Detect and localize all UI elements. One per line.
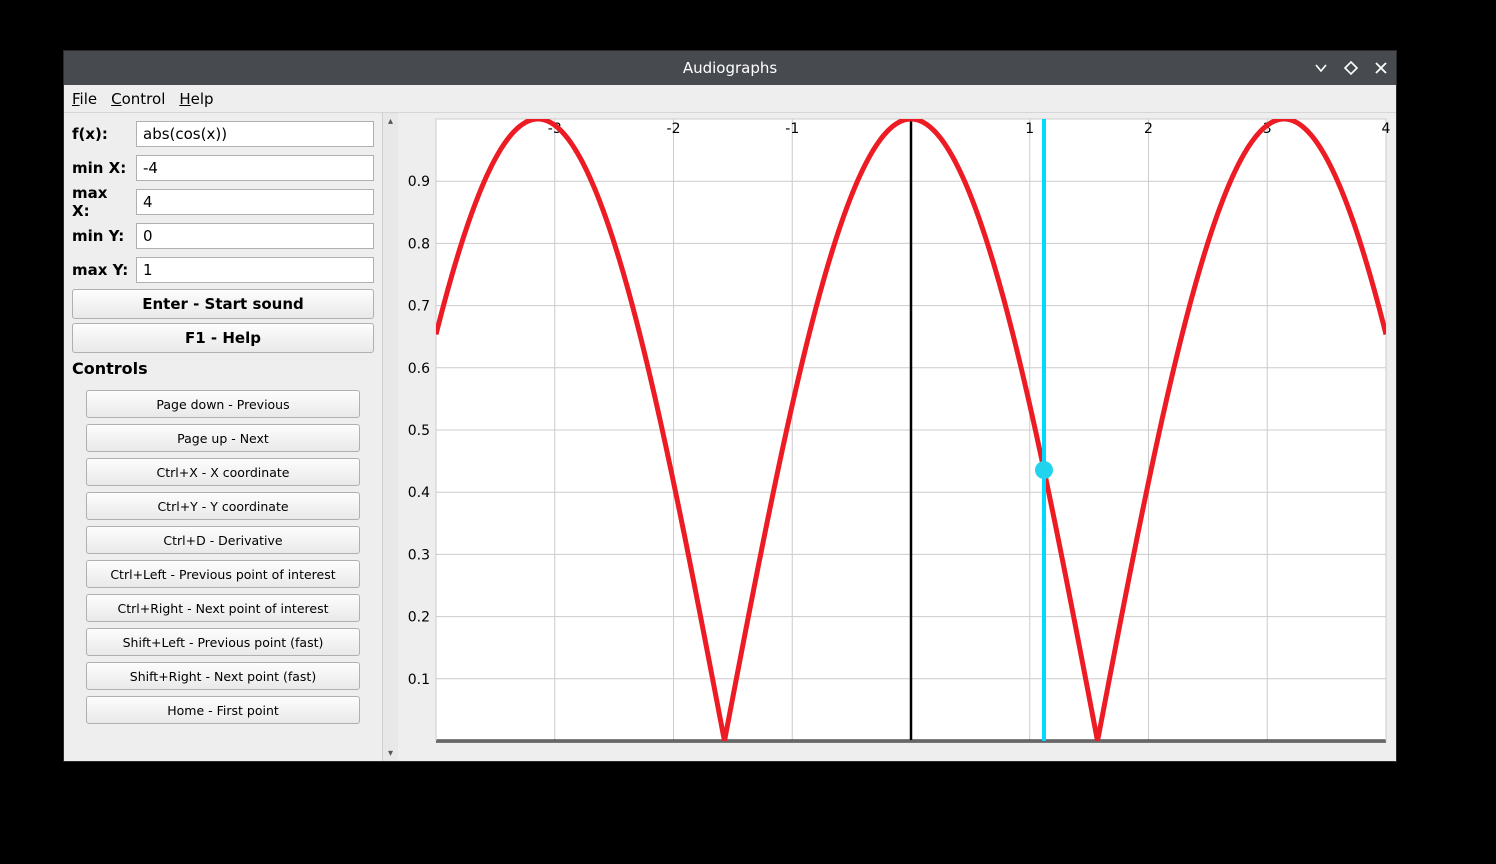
controls-list: Page down - Previous Page up - Next Ctrl+X… xyxy=(72,384,374,724)
app-window: Audiographs File Control Help f(x): xyxy=(63,50,1397,762)
titlebar: Audiographs xyxy=(64,51,1396,85)
control-button-4[interactable]: Ctrl+D - Derivative xyxy=(86,526,360,554)
control-button-2[interactable]: Ctrl+X - X coordinate xyxy=(86,458,360,486)
maxx-input[interactable] xyxy=(136,189,374,215)
control-button-3[interactable]: Ctrl+Y - Y coordinate xyxy=(86,492,360,520)
menubar: File Control Help xyxy=(64,85,1396,113)
svg-text:0.8: 0.8 xyxy=(408,236,430,252)
control-button-9[interactable]: Home - First point xyxy=(86,696,360,724)
minx-row: min X: xyxy=(72,153,374,183)
content-area: f(x): min X: max X: min Y: max Y: xyxy=(64,113,1396,761)
minx-label: min X: xyxy=(72,159,130,177)
fx-input[interactable] xyxy=(136,121,374,147)
miny-row: min Y: xyxy=(72,221,374,251)
svg-text:0.7: 0.7 xyxy=(408,299,430,315)
control-button-8[interactable]: Shift+Right - Next point (fast) xyxy=(86,662,360,690)
svg-text:0.6: 0.6 xyxy=(408,361,430,377)
sidebar-container: f(x): min X: max X: min Y: max Y: xyxy=(64,113,398,761)
menu-help[interactable]: Help xyxy=(179,90,213,108)
control-button-6[interactable]: Ctrl+Right - Next point of interest xyxy=(86,594,360,622)
window-title: Audiographs xyxy=(64,59,1396,77)
miny-input[interactable] xyxy=(136,223,374,249)
chart-area: -3-2-112340.10.20.30.40.50.60.70.80.9 xyxy=(398,113,1396,761)
menu-control[interactable]: Control xyxy=(111,90,165,108)
control-button-0[interactable]: Page down - Previous xyxy=(86,390,360,418)
sidebar: f(x): min X: max X: min Y: max Y: xyxy=(64,113,382,761)
svg-text:0.1: 0.1 xyxy=(408,672,430,688)
svg-text:1: 1 xyxy=(1025,121,1034,137)
close-icon[interactable] xyxy=(1374,61,1388,75)
maxx-row: max X: xyxy=(72,187,374,217)
maximize-icon[interactable] xyxy=(1344,61,1358,75)
maxy-input[interactable] xyxy=(136,257,374,283)
control-button-1[interactable]: Page up - Next xyxy=(86,424,360,452)
svg-text:0.3: 0.3 xyxy=(408,547,430,563)
minimize-icon[interactable] xyxy=(1314,61,1328,75)
control-button-5[interactable]: Ctrl+Left - Previous point of interest xyxy=(86,560,360,588)
svg-text:0.9: 0.9 xyxy=(408,174,430,190)
window-controls xyxy=(1314,61,1388,75)
maxy-label: max Y: xyxy=(72,261,130,279)
svg-text:4: 4 xyxy=(1382,121,1390,137)
svg-text:-2: -2 xyxy=(667,121,681,137)
maxy-row: max Y: xyxy=(72,255,374,285)
control-button-7[interactable]: Shift+Left - Previous point (fast) xyxy=(86,628,360,656)
fx-row: f(x): xyxy=(72,119,374,149)
function-chart: -3-2-112340.10.20.30.40.50.60.70.80.9 xyxy=(402,113,1390,749)
start-sound-button[interactable]: Enter - Start sound xyxy=(72,289,374,319)
scroll-down-icon[interactable]: ▾ xyxy=(383,745,398,761)
svg-text:0.5: 0.5 xyxy=(408,423,430,439)
maxx-label: max X: xyxy=(72,184,130,220)
svg-text:0.2: 0.2 xyxy=(408,610,430,626)
svg-text:0.4: 0.4 xyxy=(408,485,430,501)
scroll-up-icon[interactable]: ▴ xyxy=(383,113,398,129)
controls-header: Controls xyxy=(72,357,374,380)
menu-file[interactable]: File xyxy=(72,90,97,108)
miny-label: min Y: xyxy=(72,227,130,245)
svg-text:2: 2 xyxy=(1144,121,1153,137)
fx-label: f(x): xyxy=(72,125,130,143)
help-button[interactable]: F1 - Help xyxy=(72,323,374,353)
sidebar-scrollbar[interactable]: ▴ ▾ xyxy=(382,113,398,761)
minx-input[interactable] xyxy=(136,155,374,181)
svg-text:-1: -1 xyxy=(785,121,799,137)
